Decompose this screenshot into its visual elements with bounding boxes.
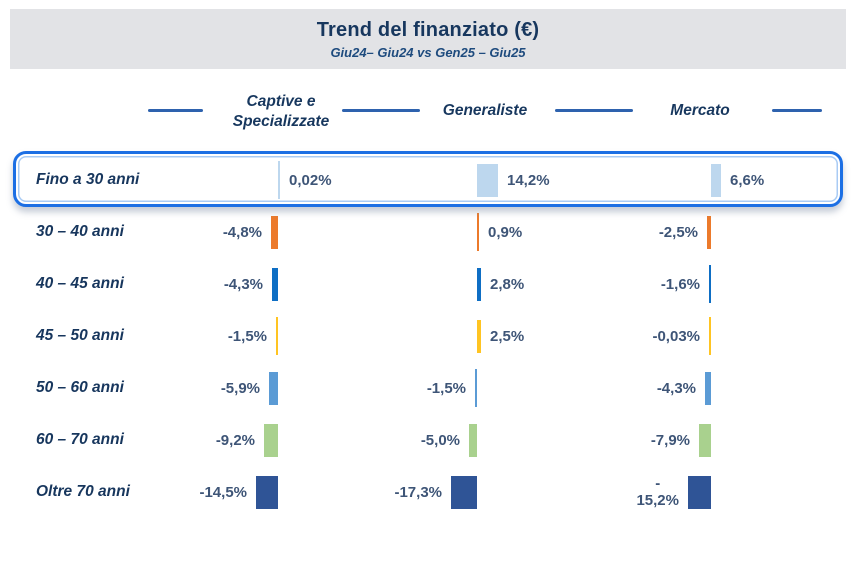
header-rule: [148, 109, 203, 112]
bar-cell: -1,5%: [228, 310, 278, 362]
bar-cell: -4,3%: [224, 258, 278, 310]
bar: [451, 475, 477, 509]
header-rule: [555, 109, 633, 112]
bar-cell: 2,5%: [477, 310, 524, 362]
value-label: 2,8%: [490, 275, 525, 293]
bar: [688, 475, 711, 509]
bar-cell: - 15,2%: [636, 466, 711, 518]
value-label: -5,9%: [220, 379, 260, 397]
header-rule: [342, 109, 420, 112]
value-label: -9,2%: [215, 431, 255, 449]
bar-cell: -14,5%: [199, 466, 278, 518]
bar: [709, 317, 711, 355]
bar-cell: 14,2%: [477, 154, 550, 206]
value-label: -1,5%: [426, 379, 466, 397]
bar: [711, 163, 721, 197]
bar: [699, 423, 711, 457]
value-label: 0,02%: [289, 171, 332, 189]
value-label: -1,5%: [227, 327, 267, 345]
header-rule: [772, 109, 822, 112]
row-label: Oltre 70 anni: [36, 483, 130, 500]
bar-cell: -7,9%: [651, 414, 711, 466]
bar: [256, 475, 278, 509]
chart-row: 60 – 70 anni -9,2% -5,0% -7,9%: [0, 414, 856, 466]
row-label: Fino a 30 anni: [36, 171, 140, 188]
value-label: -1,6%: [660, 275, 700, 293]
bar: [707, 215, 711, 249]
bar: [469, 423, 477, 457]
bar-cell: -1,5%: [427, 362, 477, 414]
bar: [278, 161, 280, 199]
bar: [269, 371, 278, 405]
bar: [264, 423, 278, 457]
column-header-generaliste: Generaliste: [442, 102, 528, 119]
bar-cell: -5,0%: [421, 414, 477, 466]
value-label: -7,9%: [650, 431, 690, 449]
chart-title: Trend del finanziato (€): [316, 18, 540, 41]
bar-cell: 6,6%: [711, 154, 764, 206]
chart-row: 50 – 60 anni -5,9% -1,5% -4,3%: [0, 362, 856, 414]
chart-row: 45 – 50 anni -1,5% 2,5% -0,03%: [0, 310, 856, 362]
value-label: -0,03%: [652, 327, 700, 345]
bar-cell: -5,9%: [221, 362, 278, 414]
value-label: 0,9%: [488, 223, 523, 241]
chart-row: Fino a 30 anni 0,02% 14,2% 6,6%: [0, 154, 856, 206]
chart-subtitle: Giu24– Giu24 vs Gen25 – Giu25: [330, 44, 526, 60]
bar: [276, 317, 278, 355]
value-label: -14,5%: [199, 483, 247, 501]
column-header-mercato: Mercato: [670, 102, 730, 119]
bar-cell: -9,2%: [216, 414, 278, 466]
column-header-captive-specializzate: Captive e Specializzate: [232, 93, 330, 130]
value-label: -4,3%: [223, 275, 263, 293]
row-label: 45 – 50 anni: [36, 327, 124, 344]
value-label: 6,6%: [730, 171, 765, 189]
bar-cell: -17,3%: [394, 466, 477, 518]
bar-cell: 0,02%: [278, 154, 332, 206]
bar: [272, 267, 278, 301]
value-label: -17,3%: [394, 483, 442, 501]
bar-cell: -2,5%: [659, 206, 711, 258]
value-label: -4,3%: [656, 379, 696, 397]
bar: [477, 213, 479, 251]
chart-row: Oltre 70 anni -14,5% -17,3% - 15,2%: [0, 466, 856, 518]
row-label: 30 – 40 anni: [36, 223, 124, 240]
row-label: 50 – 60 anni: [36, 379, 124, 396]
bar: [709, 265, 711, 303]
value-label: - 15,2%: [636, 475, 679, 509]
bar-cell: 0,9%: [477, 206, 522, 258]
bar-cell: -4,8%: [223, 206, 278, 258]
bar-cell: 2,8%: [477, 258, 524, 310]
chart-row: 40 – 45 anni -4,3% 2,8% -1,6%: [0, 258, 856, 310]
bar: [477, 319, 481, 353]
chart-row: 30 – 40 anni -4,8% 0,9% -2,5%: [0, 206, 856, 258]
value-label: 2,5%: [490, 327, 525, 345]
bar-cell: -0,03%: [652, 310, 711, 362]
row-label: 40 – 45 anni: [36, 275, 124, 292]
bar-cell: -1,6%: [661, 258, 711, 310]
bar: [477, 163, 498, 197]
value-label: -5,0%: [420, 431, 460, 449]
chart-rows: Fino a 30 anni 0,02% 14,2% 6,6% 30 – 40 anni…: [0, 154, 856, 518]
title-band: Trend del finanziato (€) Giu24– Giu24 vs…: [10, 9, 846, 69]
value-label: -4,8%: [222, 223, 262, 241]
bar: [475, 369, 477, 407]
bar: [705, 371, 711, 405]
value-label: -2,5%: [658, 223, 698, 241]
bar-cell: -4,3%: [657, 362, 711, 414]
row-label: 60 – 70 anni: [36, 431, 124, 448]
value-label: 14,2%: [507, 171, 550, 189]
bar: [271, 215, 278, 249]
bar: [477, 267, 481, 301]
